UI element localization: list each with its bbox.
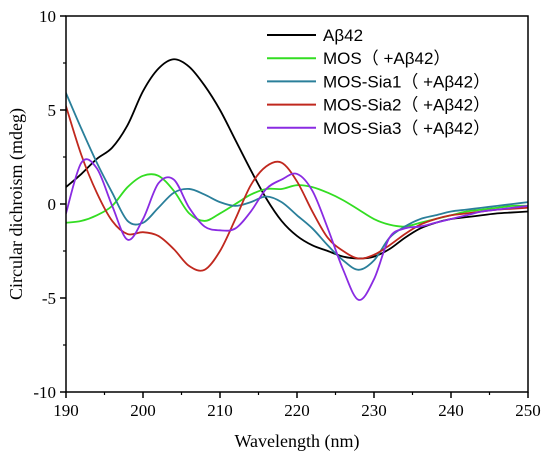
x-tick-label: 190 (53, 401, 79, 420)
x-tick-label: 240 (438, 401, 464, 420)
y-tick-label: -10 (33, 383, 56, 402)
series-line-3 (66, 92, 528, 271)
x-tick-label: 200 (130, 401, 156, 420)
legend-label-3: MOS-Sia1（ +Aβ42） (323, 72, 490, 91)
legend-label-1: Aβ42 (323, 26, 363, 45)
x-tick-label: 250 (515, 401, 541, 420)
y-tick-label: 5 (48, 101, 57, 120)
x-tick-label: 230 (361, 401, 387, 420)
axes: 190 200 210 220 230 240 250 -10 -5 0 5 10 (33, 7, 540, 420)
legend-label-2: MOS（ +Aβ42） (323, 49, 450, 68)
x-axis-title: Wavelength (nm) (234, 431, 359, 452)
series-line-4 (66, 105, 528, 272)
y-tick-label: 0 (48, 195, 57, 214)
legend-label-4: MOS-Sia2（ +Aβ42） (323, 96, 490, 115)
y-tick-label: 10 (39, 7, 56, 26)
x-tick-label: 210 (207, 401, 233, 420)
series-line-5 (66, 158, 528, 301)
series-layer (66, 58, 528, 301)
x-tick-label: 220 (284, 401, 310, 420)
legend: Aβ42 MOS（ +Aβ42） MOS-Sia1（ +Aβ42） MOS-Sia2（… (267, 26, 490, 138)
legend-label-5: MOS-Sia3（ +Aβ42） (323, 119, 490, 138)
y-axis-title: Circular dichroism (mdeg) (6, 108, 27, 300)
y-tick-label: -5 (42, 289, 56, 308)
